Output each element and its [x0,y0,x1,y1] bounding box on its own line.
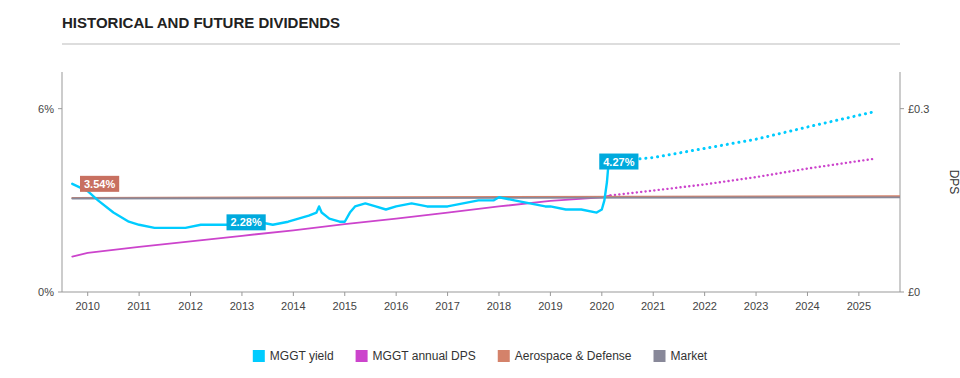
legend-label: Aerospace & Defense [515,349,632,363]
y2-axis-label: DPS [947,170,960,195]
annotation-text: 4.27% [603,156,634,168]
y2-axis-line [900,72,901,292]
legend-swatch [253,350,265,362]
x-tick-label: 2015 [333,300,357,312]
x-tick-label: 2023 [744,300,768,312]
y-axis-line [62,72,63,292]
legend-label: MGGT yield [270,349,334,363]
plot-area [72,112,900,257]
x-tick-label: 2018 [487,300,511,312]
y2-tick [900,292,904,293]
annotation: 3.54% [80,176,119,192]
x-tick [344,292,345,296]
annotation-text: 2.28% [231,216,262,228]
x-tick [858,292,859,296]
x-tick [550,292,551,296]
chart: HISTORICAL AND FUTURE DIVIDENDS 2010 2011 2… [0,0,960,378]
y-tick [58,108,62,109]
legend-label: MGGT annual DPS [373,349,476,363]
x-tick-label: 2014 [281,300,305,312]
annotation: 2.28% [227,214,266,230]
annotation: 4.27% [599,154,638,170]
annotation-box [227,214,266,230]
x-tick [704,292,705,296]
x-tick [241,292,242,296]
x-tick [190,292,191,296]
x-tick-label: 2021 [641,300,665,312]
x-tick-label: 2020 [590,300,614,312]
x-tick [807,292,808,296]
x-tick [601,292,602,296]
series-line [611,112,875,162]
x-tick-label: 2016 [384,300,408,312]
x-tick [756,292,757,296]
y-tick-label: 0% [38,286,54,298]
x-tick-label: 2010 [75,300,99,312]
y2-tick-label: £0 [908,286,920,298]
series-line [72,162,610,228]
y2-tick-label: £0.3 [908,103,929,115]
title-rule [62,44,900,45]
x-tick [653,292,654,296]
annotations: 3.54% 2.28% 4.27% [80,154,638,231]
x-tick [87,292,88,296]
x-tick-label: 2012 [178,300,202,312]
x-tick-label: 2022 [692,300,716,312]
x-tick-label: 2013 [230,300,254,312]
title: HISTORICAL AND FUTURE DIVIDENDS [62,14,340,31]
x-tick-label: 2024 [795,300,819,312]
legend-item: Aerospace & Defense [498,349,632,363]
legend-item: Market [654,349,708,363]
annotation-box [599,154,638,170]
x-tick [139,292,140,296]
x-tick [498,292,499,296]
legend-label: Market [671,349,708,363]
x-tick-label: 2017 [435,300,459,312]
x-tick-label: 2019 [538,300,562,312]
x-axis-line [62,292,900,293]
x-tick [396,292,397,296]
series-line [72,196,900,198]
y-tick-label: 6% [38,103,54,115]
y-tick [58,292,62,293]
series-line [72,197,900,198]
legend-swatch [498,350,510,362]
legend-swatch [356,350,368,362]
series-line [611,159,875,196]
x-tick [447,292,448,296]
y2-tick [900,108,904,109]
x-tick-label: 2011 [127,300,151,312]
x-tick-label: 2025 [847,300,871,312]
annotation-box [80,176,119,192]
legend-swatch [654,350,666,362]
annotation-text: 3.54% [84,178,115,190]
legend: MGGT yield MGGT annual DPS Aerospace & Def… [253,349,708,363]
x-tick [293,292,294,296]
legend-item: MGGT annual DPS [356,349,476,363]
legend-item: MGGT yield [253,349,334,363]
